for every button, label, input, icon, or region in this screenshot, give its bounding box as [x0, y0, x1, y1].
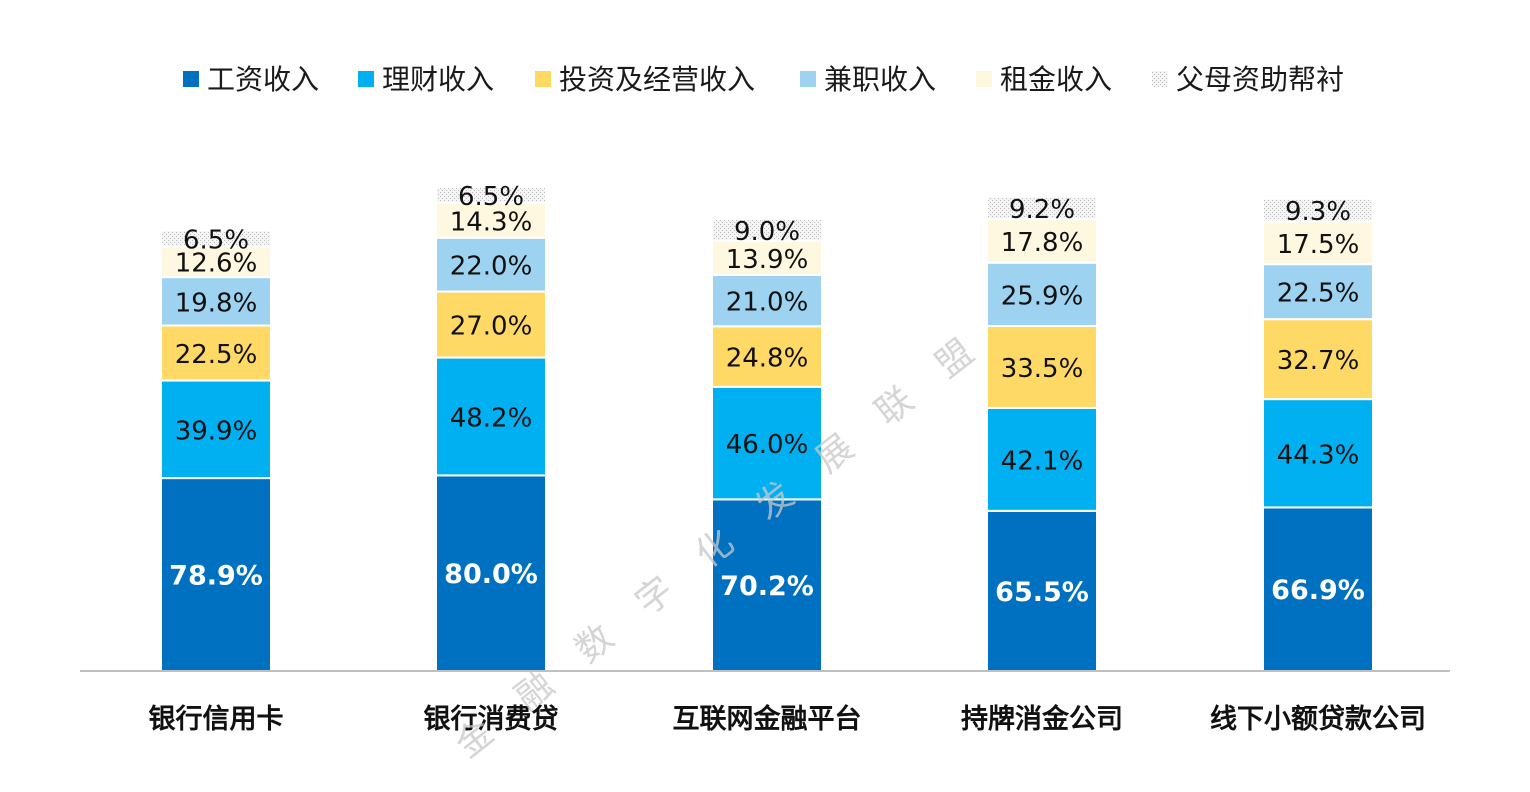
bar-segment	[711, 217, 823, 242]
bar-segment	[986, 195, 1098, 221]
category-labels: 银行信用卡 银行消费贷 互联网金融平台 持牌消金公司 线下小额贷款公司	[149, 703, 1427, 735]
data-label: 25.9%	[1001, 281, 1084, 311]
data-label: 6.5%	[183, 225, 249, 255]
legend-label-3: 兼职收入	[824, 63, 936, 96]
data-label: 14.3%	[450, 207, 533, 237]
category-label: 银行信用卡	[149, 703, 284, 735]
bar-segment	[435, 201, 547, 239]
bar-segment	[160, 229, 272, 248]
data-label: 39.9%	[175, 416, 258, 446]
data-label: 9.3%	[1285, 197, 1351, 227]
data-label: 19.8%	[175, 288, 258, 318]
data-label: 9.0%	[734, 217, 800, 247]
data-label: 78.9%	[169, 561, 263, 592]
bar-segment	[711, 239, 823, 276]
watermark-char: 盟	[928, 332, 982, 386]
legend-label-1: 理财收入	[382, 63, 494, 96]
bar-segment	[986, 261, 1098, 328]
data-label: 32.7%	[1277, 346, 1360, 376]
data-label: 27.0%	[450, 312, 533, 342]
bar-segment	[986, 406, 1098, 512]
legend-swatch-3	[800, 71, 816, 87]
data-label: 44.3%	[1277, 440, 1360, 470]
category-label: 持牌消金公司	[961, 703, 1123, 735]
legend-swatch-4	[976, 71, 992, 87]
bar-segment	[435, 185, 547, 204]
data-label: 13.9%	[726, 245, 809, 275]
legend-label-5: 父母资助帮衬	[1176, 63, 1344, 96]
data-label: 80.0%	[444, 559, 538, 590]
data-label: 46.0%	[726, 430, 809, 460]
bar-segment	[711, 325, 823, 388]
bar-segment	[435, 474, 547, 672]
bar-segment	[986, 218, 1098, 264]
data-label: 70.2%	[720, 571, 814, 602]
data-label: 65.5%	[995, 577, 1089, 608]
category-label: 互联网金融平台	[673, 703, 862, 735]
data-label: 66.9%	[1271, 575, 1365, 606]
data-label: 12.6%	[175, 249, 258, 279]
bar-segment	[160, 276, 272, 327]
bar-segment	[1262, 318, 1374, 401]
data-label: 9.2%	[1009, 195, 1075, 225]
legend-swatch-0	[183, 71, 199, 87]
legend-swatch-2	[535, 71, 551, 87]
legend-swatch-5	[1152, 71, 1168, 87]
legend-label-2: 投资及经营收入	[559, 63, 755, 96]
bar-segment	[1262, 506, 1374, 672]
bar-segment	[160, 379, 272, 480]
watermark-char: 联	[868, 379, 922, 433]
bar-segment	[1262, 398, 1374, 509]
legend-label-4: 租金收入	[1000, 63, 1112, 96]
data-label: 33.5%	[1001, 354, 1084, 384]
data-label: 21.0%	[726, 288, 809, 318]
legend-label-0: 工资收入	[207, 63, 319, 96]
watermark-char: 数	[568, 617, 622, 671]
bar-segment	[435, 356, 547, 477]
data-label: 22.5%	[1277, 279, 1360, 309]
bar-segment	[711, 273, 823, 328]
data-label: 48.2%	[450, 403, 533, 433]
data-label: 22.5%	[175, 340, 258, 370]
bar-segment	[711, 498, 823, 672]
bar-segment	[435, 290, 547, 359]
watermark-char: 字	[628, 569, 682, 623]
category-label: 线下小额贷款公司	[1210, 704, 1426, 735]
data-label: 42.1%	[1001, 446, 1084, 476]
data-label: 17.8%	[1001, 228, 1084, 258]
bar-segment	[1262, 263, 1374, 321]
data-label: 22.0%	[450, 252, 533, 282]
data-label: 6.5%	[458, 182, 524, 212]
legend-swatch-1	[358, 71, 374, 87]
chart-legend: 工资收入 理财收入 投资及经营收入 兼职收入 租金收入 父母资助帮衬	[183, 63, 1344, 96]
data-label: 24.8%	[726, 344, 809, 374]
bars-layer: 78.9%39.9%22.5%19.8%12.6%6.5%80.0%48.2%2…	[160, 182, 1374, 673]
bar-segment	[160, 477, 272, 673]
category-label: 银行消费贷	[424, 703, 559, 735]
bar-segment	[986, 325, 1098, 409]
data-label: 17.5%	[1277, 230, 1360, 260]
bar-segment	[711, 385, 823, 501]
bar-segment	[1262, 197, 1374, 223]
